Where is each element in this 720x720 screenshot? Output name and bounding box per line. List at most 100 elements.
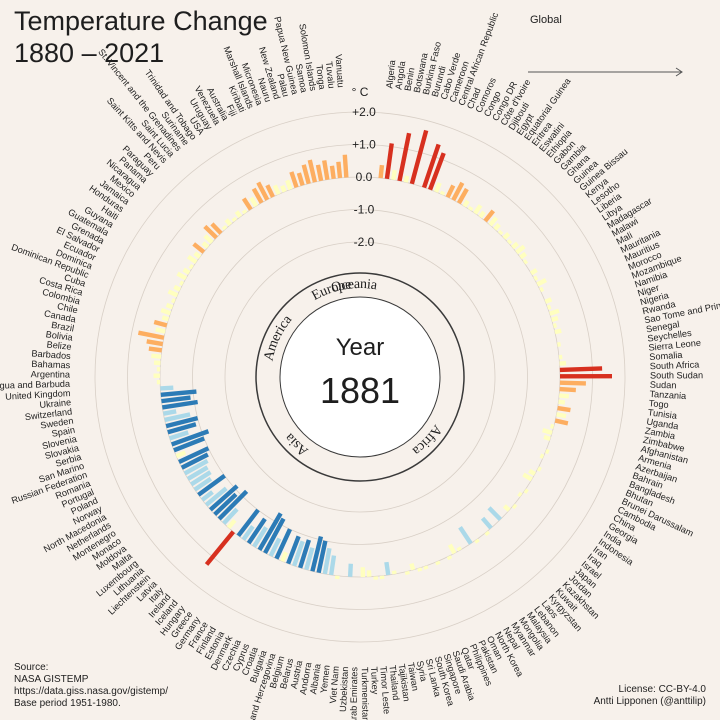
bar-philippines [435, 560, 441, 566]
country-label: Viet Nam [328, 665, 341, 704]
bar-malawi [533, 275, 539, 281]
bar-afghanistan [550, 423, 555, 429]
source-org: NASA GISTEMP [14, 674, 89, 685]
bar-singapore [417, 567, 423, 572]
bar-luxembourg [204, 486, 228, 507]
bar-kiribati [272, 184, 281, 196]
country-label: Spain [51, 425, 76, 439]
bar-liberia [522, 259, 529, 265]
bar-costa-rica [161, 315, 170, 322]
bar-latvia [217, 489, 249, 521]
bar-malaysia [474, 538, 480, 544]
country-label: Chile [56, 301, 79, 315]
bar-romania [173, 436, 205, 453]
bar-algeria [378, 164, 385, 179]
bar-serbia [167, 422, 197, 435]
bar-tonga [329, 165, 336, 180]
bar-angola [384, 143, 394, 180]
bar-cameroon [421, 143, 441, 189]
country-label: Antigua and Barbuda [0, 379, 71, 391]
center-year-value: 1881 [320, 370, 400, 411]
bar-cuba [160, 307, 172, 316]
bar-nepal [456, 546, 462, 552]
bar-sri-lanka [404, 570, 410, 576]
scale-tick-label: -1.0 [354, 203, 375, 217]
bar-cyprus [280, 551, 289, 563]
bar-burundi [409, 129, 429, 185]
bar-guinea-bissau [511, 241, 519, 250]
bar-belize [151, 353, 162, 359]
bar-mozambique [546, 304, 552, 310]
bar-mexico [192, 242, 206, 254]
bar-comoros [439, 190, 446, 196]
bar-trinidad-and-tobago [241, 209, 248, 215]
country-label: Barbados [31, 348, 71, 361]
country-label: Thailand [387, 665, 401, 701]
bar-albania [328, 555, 337, 576]
bar-estonia [263, 517, 286, 555]
source-heading: Source: [14, 662, 49, 673]
country-label: Timor Leste [378, 666, 392, 715]
country-label: Uzbekistan [338, 666, 350, 712]
bar-ethiopia [488, 216, 499, 227]
bar-dominican-republic [165, 302, 174, 310]
author-text: Antti Lipponen (@anttilip) [593, 696, 706, 707]
country-label: Albania [308, 662, 322, 695]
bar-senegal [557, 341, 561, 347]
license-block: License: CC-BY-4.0 Antti Lipponen (@antt… [594, 684, 706, 708]
country-label: Tuvalu [324, 61, 337, 89]
bar-austria [316, 540, 328, 574]
source-url: https://data.giss.nasa.gov/gistemp/ [14, 686, 168, 697]
unit-label: ° C [352, 85, 369, 99]
bar-uganda [557, 405, 571, 413]
bar-slovakia [165, 416, 199, 429]
bar-zimbabwe [554, 418, 569, 426]
grid-ring [94, 111, 626, 643]
country-label: Brazil [51, 320, 75, 334]
bar-armenia [542, 428, 553, 435]
scale-tick-label: +1.0 [352, 138, 376, 152]
bar-taiwan [391, 570, 397, 575]
bar-bhutan [539, 453, 545, 459]
chart-title: Temperature Change [14, 6, 268, 36]
grid-ring [224, 241, 496, 513]
bar-malta [200, 490, 214, 502]
country-label: Tunisia [647, 407, 678, 421]
bar-micronesia [285, 179, 293, 191]
bar-ghana [502, 232, 511, 240]
bar-switzerland [161, 395, 191, 404]
inner-disc [279, 296, 441, 458]
bar-benin [391, 169, 398, 181]
bar-cambodia [536, 466, 542, 472]
bar-lesotho [519, 251, 527, 260]
bar-eritrea [478, 210, 486, 219]
bar-israel [511, 503, 518, 510]
bar-andorra [322, 547, 332, 575]
bar-zambia [556, 412, 567, 419]
bar-grenada [179, 280, 184, 286]
bar-usa [241, 197, 253, 211]
bar-saudi-arabia [423, 565, 429, 570]
bar-kyrgyzstan [480, 516, 493, 530]
bar-monaco [193, 476, 213, 492]
bar-moldova [197, 473, 226, 497]
bar-north-korea [447, 543, 457, 555]
bar-honduras [186, 254, 198, 265]
bar-croatia [286, 535, 301, 565]
bar-guyana [182, 267, 191, 275]
country-label: Benin [403, 67, 417, 92]
country-label: Belize [46, 339, 72, 351]
bar-tunisia [558, 399, 566, 405]
bar-greece [241, 525, 255, 541]
bar-rwanda [554, 328, 562, 335]
bar-guinea [506, 238, 513, 245]
country-label: Vanuatu [333, 54, 345, 88]
center-year-label: Year [336, 334, 385, 361]
bar-czechia [274, 528, 292, 560]
bar-marshall-islands [280, 184, 287, 193]
bar-hungary [236, 508, 260, 538]
bar-kenya [515, 244, 526, 255]
bar-japan [502, 504, 511, 512]
country-label: Bolivia [45, 329, 74, 343]
country-label: Argentina [31, 369, 71, 379]
